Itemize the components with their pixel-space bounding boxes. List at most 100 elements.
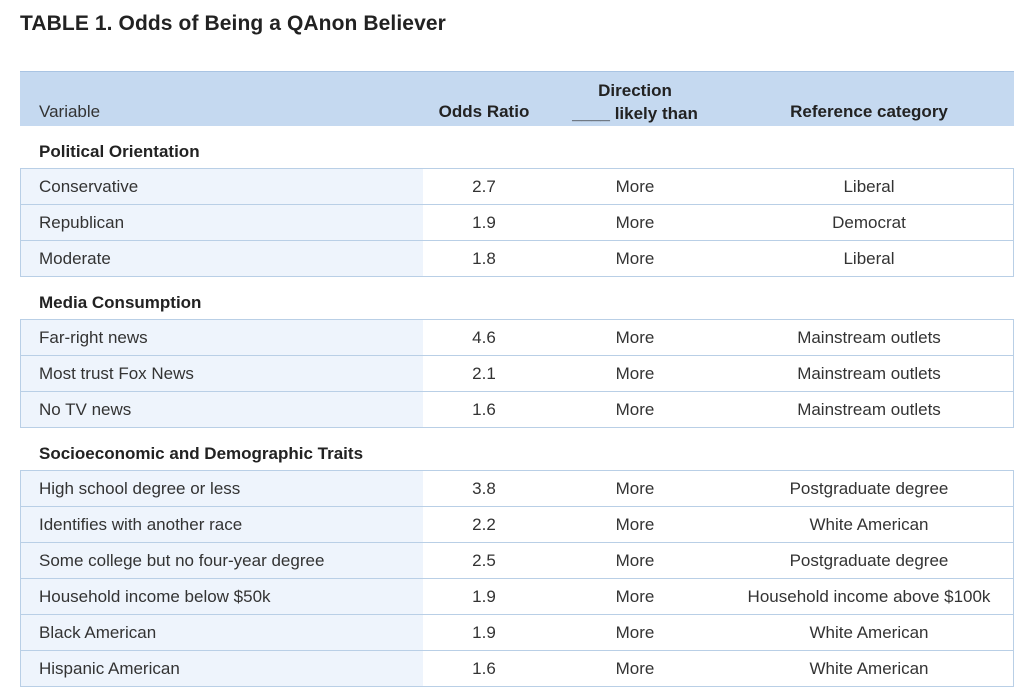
variable-label: Household income below $50k (39, 587, 271, 606)
cell-direction: More (615, 249, 655, 268)
cell-odds-ratio: 1.9 (472, 587, 496, 606)
row-border (1013, 507, 1014, 542)
section-heading: Socioeconomic and Demographic Traits (20, 428, 1014, 471)
table-row: Conservative 2.7 More Liberal (20, 169, 1014, 205)
variable-label: Some college but no four-year degree (39, 551, 325, 570)
cell-reference-category: White American (809, 623, 929, 642)
row-border (1013, 356, 1014, 391)
cell-reference-category: Postgraduate degree (789, 479, 949, 498)
cell-direction: More (615, 400, 655, 419)
cell-direction: More (615, 551, 655, 570)
cell-reference-category: Democrat (832, 213, 906, 232)
variable-label: Identifies with another race (39, 515, 243, 534)
variable-label: Most trust Fox News (39, 364, 194, 383)
row-border (1013, 471, 1014, 506)
table-row: Republican 1.9 More Democrat (20, 205, 1014, 241)
variable-label: No TV news (39, 400, 132, 419)
cell-reference-category: Mainstream outlets (797, 364, 941, 383)
row-border (1013, 615, 1014, 650)
cell-variable: Identifies with another race (20, 507, 423, 542)
cell-direction: More (615, 479, 655, 498)
table-row: No TV news 1.6 More Mainstream outlets (20, 392, 1014, 428)
cell-odds-ratio: 1.6 (472, 659, 496, 678)
header-direction-line1: Direction (598, 81, 672, 100)
row-border (1013, 205, 1014, 240)
cell-direction: More (615, 515, 655, 534)
variable-label: Conservative (39, 177, 139, 196)
variable-label: Hispanic American (39, 659, 180, 678)
cell-variable: Moderate (20, 241, 423, 276)
cell-direction: More (615, 213, 655, 232)
table-row: Far-right news 4.6 More Mainstream outlets (20, 320, 1014, 356)
cell-direction: More (615, 587, 655, 606)
row-border (1013, 579, 1014, 614)
cell-odds-ratio: 2.2 (472, 515, 496, 534)
header-variable: Variable (39, 102, 101, 121)
table-row: Most trust Fox News 2.1 More Mainstream out… (20, 356, 1014, 392)
cell-odds-ratio: 1.9 (472, 213, 496, 232)
table-row: Identifies with another race 2.2 More White… (20, 507, 1014, 543)
cell-variable: Black American (20, 615, 423, 650)
cell-variable: Far-right news (20, 320, 423, 355)
row-border (1013, 392, 1014, 427)
table-row: High school degree or less 3.8 More Postgra… (20, 471, 1014, 507)
table-row: Household income below $50k 1.9 More Househ… (20, 579, 1014, 615)
cell-odds-ratio: 2.1 (472, 364, 496, 383)
cell-reference-category: Mainstream outlets (797, 400, 941, 419)
cell-variable: Some college but no four-year degree (20, 543, 423, 578)
row-border (1013, 543, 1014, 578)
cell-reference-category: Postgraduate degree (789, 551, 949, 570)
table-row: Black American 1.9 More White American (20, 615, 1014, 651)
variable-label: Moderate (39, 249, 111, 268)
header-odds-ratio: Odds Ratio (438, 102, 530, 121)
cell-odds-ratio: 2.7 (472, 177, 496, 196)
cell-reference-category: White American (809, 515, 929, 534)
table-row: Some college but no four-year degree 2.5 M… (20, 543, 1014, 579)
cell-variable: No TV news (20, 392, 423, 427)
cell-variable: Household income below $50k (20, 579, 423, 614)
cell-reference-category: Liberal (843, 177, 895, 196)
header-direction-line2: ____ likely than (572, 104, 698, 123)
cell-odds-ratio: 1.6 (472, 400, 496, 419)
cell-reference-category: Liberal (843, 249, 895, 268)
section-heading: Media Consumption (20, 277, 1014, 320)
row-border (1013, 651, 1014, 686)
header-reference-category: Reference category (790, 102, 948, 121)
cell-reference-category: White American (809, 659, 929, 678)
cell-reference-category: Mainstream outlets (797, 328, 941, 347)
cell-direction: More (615, 177, 655, 196)
cell-odds-ratio: 1.8 (472, 249, 496, 268)
variable-label: High school degree or less (39, 479, 241, 498)
row-border (1013, 320, 1014, 355)
row-border (1013, 169, 1014, 204)
cell-direction: More (615, 328, 655, 347)
cell-odds-ratio: 2.5 (472, 551, 496, 570)
cell-direction: More (615, 623, 655, 642)
cell-variable: Republican (20, 205, 423, 240)
row-border (1013, 241, 1014, 276)
cell-odds-ratio: 3.8 (472, 479, 496, 498)
section-title: Political Orientation (39, 142, 200, 161)
odds-table: Variable Odds Ratio Direction ____ likel… (20, 71, 1014, 687)
section-heading: Political Orientation (20, 126, 1014, 169)
cell-direction: More (615, 364, 655, 383)
cell-variable: Conservative (20, 169, 423, 204)
variable-label: Republican (39, 213, 125, 232)
cell-odds-ratio: 4.6 (472, 328, 496, 347)
table-title: TABLE 1. Odds of Being a QAnon Believer (20, 12, 446, 35)
table-row: Hispanic American 1.6 More White American (20, 651, 1014, 687)
header-direction: Direction ____ likely than (550, 79, 720, 125)
variable-label: Black American (39, 623, 157, 642)
cell-odds-ratio: 1.9 (472, 623, 496, 642)
cell-direction: More (615, 659, 655, 678)
cell-variable: High school degree or less (20, 471, 423, 506)
section-title: Media Consumption (39, 293, 202, 312)
cell-variable: Most trust Fox News (20, 356, 423, 391)
cell-variable: Hispanic American (20, 651, 423, 686)
section-title: Socioeconomic and Demographic Traits (39, 444, 364, 463)
table-body: Political Orientation Conservative 2.7 More… (20, 126, 1014, 687)
variable-label: Far-right news (39, 328, 148, 347)
table-header: Variable Odds Ratio Direction ____ likel… (20, 71, 1014, 126)
cell-reference-category: Household income above $100k (747, 587, 991, 606)
table-row: Moderate 1.8 More Liberal (20, 241, 1014, 277)
